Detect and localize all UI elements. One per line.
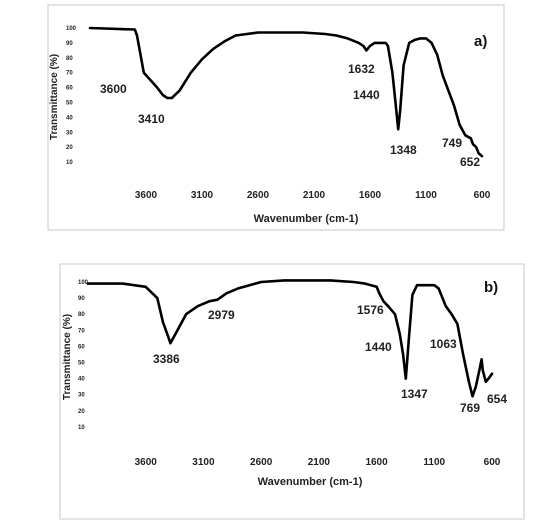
y-tick-label: 40 [78, 377, 85, 383]
peak-label: 1576 [357, 303, 384, 317]
panel-label-a: a) [474, 33, 487, 50]
peak-label: 3600 [100, 82, 127, 96]
chart-panel-a: a) Wavenumber (cm-1) Transmittance (%) 1… [0, 0, 550, 250]
chart-b-xlabel: Wavenumber (cm-1) [258, 476, 363, 488]
y-tick-label: 60 [66, 86, 73, 92]
chart-b-annotations: 3386 2979 1576 1440 1063 1347 769 654 [153, 303, 507, 415]
chart-panel-b: b) Wavenumber (cm-1) Transmittance (%) 1… [0, 262, 550, 524]
y-tick-label: 90 [66, 41, 73, 47]
peak-label: 2979 [208, 308, 235, 322]
chart-b-yticks: 100 90 80 70 60 50 40 30 20 10 [78, 280, 89, 431]
x-tick-label: 1600 [359, 190, 382, 201]
y-tick-label: 40 [66, 115, 73, 121]
peak-label: 1347 [401, 387, 428, 401]
chart-a-series-line [88, 26, 484, 158]
peak-label: 1348 [390, 143, 417, 157]
y-tick-label: 10 [78, 425, 85, 431]
y-tick-label: 80 [66, 56, 73, 62]
chart-a-xlabel: Wavenumber (cm-1) [254, 213, 359, 225]
x-tick-label: 3100 [192, 457, 215, 468]
chart-a-svg: a) Wavenumber (cm-1) Transmittance (%) 1… [47, 4, 505, 231]
y-tick-label: 50 [78, 361, 85, 367]
x-tick-label: 1100 [423, 457, 445, 468]
peak-label: 749 [442, 136, 462, 150]
x-tick-label: 3600 [135, 190, 158, 201]
y-tick-label: 50 [66, 101, 73, 107]
x-tick-label: 3100 [191, 190, 214, 201]
x-tick-label: 3600 [135, 457, 158, 468]
peak-label: 1063 [430, 337, 457, 351]
chart-a-frame [47, 4, 505, 231]
y-tick-label: 100 [78, 280, 89, 286]
y-tick-label: 100 [66, 26, 77, 32]
peak-label: 1632 [348, 62, 375, 76]
x-tick-label: 2600 [247, 190, 270, 201]
chart-b-series-line [86, 279, 494, 398]
peak-label: 654 [487, 392, 507, 406]
x-tick-label: 2600 [250, 457, 273, 468]
y-tick-label: 90 [78, 296, 85, 302]
x-tick-label: 1100 [415, 190, 437, 201]
y-tick-label: 60 [78, 344, 85, 350]
chart-b-frame [59, 263, 525, 520]
y-tick-label: 20 [78, 409, 85, 415]
chart-a-yticks: 100 90 80 70 60 50 40 30 20 10 [66, 26, 77, 166]
peak-label: 3386 [153, 352, 180, 366]
chart-a-xticks: 3600 3100 2600 2100 1600 1100 600 [135, 190, 491, 201]
chart-a-annotations: 3600 3410 1632 1440 1348 749 652 [100, 62, 480, 169]
y-tick-label: 10 [66, 160, 73, 166]
x-tick-label: 2100 [303, 190, 326, 201]
peak-label: 769 [460, 401, 480, 415]
x-tick-label: 600 [474, 190, 491, 201]
panel-label-b: b) [484, 279, 498, 296]
y-tick-label: 70 [78, 328, 85, 334]
y-tick-label: 80 [78, 312, 85, 318]
x-tick-label: 2100 [308, 457, 331, 468]
chart-b-svg: b) Wavenumber (cm-1) Transmittance (%) 1… [59, 263, 525, 520]
y-tick-label: 30 [66, 130, 73, 136]
y-tick-label: 70 [66, 71, 73, 77]
peak-label: 1440 [365, 340, 392, 354]
peak-label: 652 [460, 155, 480, 169]
peak-label: 3410 [138, 112, 165, 126]
x-tick-label: 1600 [365, 457, 388, 468]
chart-b-ylabel: Transmittance (%) [62, 314, 73, 400]
peak-label: 1440 [353, 88, 380, 102]
y-tick-label: 20 [66, 145, 73, 151]
x-tick-label: 600 [484, 457, 501, 468]
chart-b-xticks: 3600 3100 2600 2100 1600 1100 600 [135, 457, 501, 468]
y-tick-label: 30 [78, 393, 85, 399]
chart-a-ylabel: Transmittance (%) [49, 54, 60, 140]
